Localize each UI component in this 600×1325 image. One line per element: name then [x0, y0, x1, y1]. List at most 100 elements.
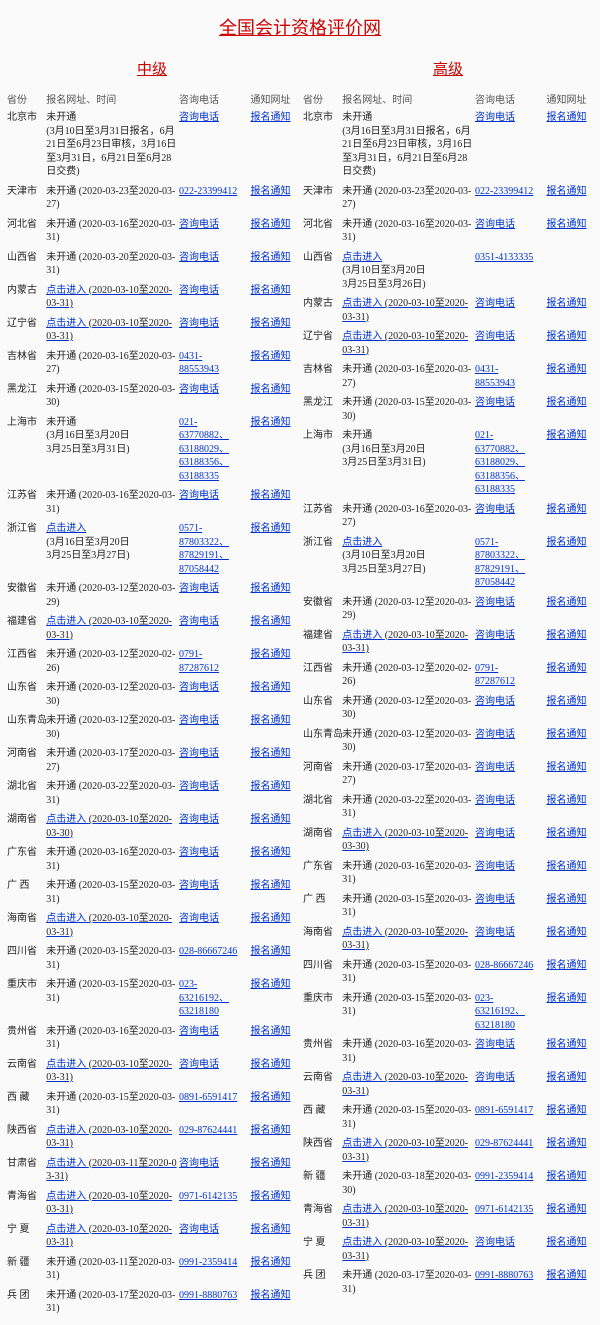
signup-link[interactable]: 点击进入: [342, 1237, 382, 1248]
signup-link[interactable]: 点击进入 (2020-03-11至2020-03-31): [46, 1158, 176, 1183]
notice-link[interactable]: 报名通知: [251, 880, 291, 891]
notice-link[interactable]: 报名通知: [547, 1171, 587, 1182]
notice-link[interactable]: 报名通知: [251, 781, 291, 792]
signup-link[interactable]: 点击进入 (2020-03-10至2020-03-30): [342, 828, 468, 853]
phone-link[interactable]: 咨询电话: [475, 762, 515, 773]
phone-link[interactable]: 0891-6591417: [179, 1092, 237, 1103]
signup-link[interactable]: 点击进入 (2020-03-10至2020-03-31): [342, 298, 468, 323]
phone-link[interactable]: 咨询电话: [179, 1224, 219, 1235]
notice-link[interactable]: 报名通知: [251, 979, 291, 990]
phone-link[interactable]: 咨询电话: [179, 682, 219, 693]
phone-link[interactable]: 咨询电话: [179, 1059, 219, 1070]
signup-link[interactable]: 点击进入 (2020-03-10至2020-03-31): [342, 1138, 468, 1163]
signup-link[interactable]: 点击进入 (2020-03-10至2020-03-31): [46, 285, 172, 310]
notice-link[interactable]: 报名通知: [547, 186, 587, 197]
signup-link[interactable]: 点击进入 (2020-03-10至2020-03-31): [342, 927, 468, 952]
notice-link[interactable]: 报名通知: [547, 762, 587, 773]
phone-link[interactable]: 咨询电话: [475, 861, 515, 872]
notice-link[interactable]: 报名通知: [547, 993, 587, 1004]
notice-link[interactable]: 报名通知: [251, 490, 291, 501]
section-title[interactable]: 中级: [6, 58, 298, 79]
signup-link[interactable]: 点击进入 (2020-03-10至2020-03-31): [342, 630, 468, 655]
notice-link[interactable]: 报名通知: [251, 583, 291, 594]
phone-link[interactable]: 咨询电话: [475, 597, 515, 608]
signup-link[interactable]: 点击进入: [342, 927, 382, 938]
signup-link[interactable]: 点击进入: [342, 1072, 382, 1083]
phone-link[interactable]: 咨询电话: [475, 1039, 515, 1050]
notice-link[interactable]: 报名通知: [251, 847, 291, 858]
signup-link[interactable]: 点击进入: [46, 1158, 86, 1169]
notice-link[interactable]: 报名通知: [251, 814, 291, 825]
phone-link[interactable]: 咨询电话: [179, 285, 219, 296]
notice-link[interactable]: 报名通知: [251, 1125, 291, 1136]
signup-link[interactable]: 点击进入 (2020-03-10至2020-03-30): [46, 814, 172, 839]
notice-link[interactable]: 报名通知: [547, 663, 587, 674]
phone-link[interactable]: 咨询电话: [475, 112, 515, 123]
notice-link[interactable]: 报名通知: [251, 913, 291, 924]
notice-link[interactable]: 报名通知: [251, 1290, 291, 1301]
phone-link[interactable]: 咨询电话: [179, 583, 219, 594]
signup-link[interactable]: 点击进入: [46, 913, 86, 924]
phone-link[interactable]: 028-86667246: [475, 960, 533, 971]
notice-link[interactable]: 报名通知: [251, 1191, 291, 1202]
signup-link[interactable]: 点击进入: [46, 1191, 86, 1202]
notice-link[interactable]: 报名通知: [251, 285, 291, 296]
phone-link[interactable]: 0991-2359414: [179, 1257, 237, 1268]
notice-link[interactable]: 报名通知: [251, 318, 291, 329]
notice-link[interactable]: 报名通知: [251, 523, 291, 534]
notice-link[interactable]: 报名通知: [251, 1059, 291, 1070]
phone-link[interactable]: 咨询电话: [179, 219, 219, 230]
phone-link[interactable]: 咨询电话: [179, 715, 219, 726]
phone-link[interactable]: 咨询电话: [475, 1237, 515, 1248]
notice-link[interactable]: 报名通知: [251, 616, 291, 627]
notice-link[interactable]: 报名通知: [547, 331, 587, 342]
notice-link[interactable]: 报名通知: [547, 112, 587, 123]
signup-link[interactable]: 点击进入: [342, 252, 382, 263]
phone-link[interactable]: 0991-8880763: [179, 1290, 237, 1301]
phone-link[interactable]: 0571-87803322、87829191、87058442: [475, 537, 525, 589]
phone-link[interactable]: 0431-88553943: [179, 351, 219, 376]
signup-link[interactable]: 点击进入 (2020-03-10至2020-03-31): [342, 1237, 468, 1262]
signup-link[interactable]: 点击进入: [342, 1138, 382, 1149]
phone-link[interactable]: 023-63216192、63218180: [475, 993, 525, 1031]
signup-link[interactable]: 点击进入 (2020-03-10至2020-03-31): [342, 331, 468, 356]
signup-link[interactable]: 点击进入 (2020-03-10至2020-03-31): [46, 1125, 172, 1150]
phone-link[interactable]: 咨询电话: [179, 748, 219, 759]
notice-link[interactable]: 报名通知: [547, 927, 587, 938]
signup-link[interactable]: 点击进入 (2020-03-10至2020-03-31): [46, 1191, 172, 1216]
notice-link[interactable]: 报名通知: [547, 504, 587, 515]
signup-link[interactable]: 点击进入: [342, 298, 382, 309]
notice-link[interactable]: 报名通知: [251, 1092, 291, 1103]
notice-link[interactable]: 报名通知: [547, 1105, 587, 1116]
notice-link[interactable]: 报名通知: [547, 364, 587, 375]
phone-link[interactable]: 咨询电话: [179, 847, 219, 858]
notice-link[interactable]: 报名通知: [547, 729, 587, 740]
phone-link[interactable]: 咨询电话: [475, 397, 515, 408]
signup-link[interactable]: 点击进入: [46, 523, 86, 534]
phone-link[interactable]: 咨询电话: [179, 1026, 219, 1037]
notice-link[interactable]: 报名通知: [547, 1270, 587, 1281]
signup-link[interactable]: 点击进入: [46, 1125, 86, 1136]
notice-link[interactable]: 报名通知: [547, 298, 587, 309]
notice-link[interactable]: 报名通知: [547, 219, 587, 230]
signup-link[interactable]: 点击进入 (2020-03-10至2020-03-31): [46, 1059, 172, 1084]
notice-link[interactable]: 报名通知: [251, 1158, 291, 1169]
notice-link[interactable]: 报名通知: [547, 1072, 587, 1083]
notice-link[interactable]: 报名通知: [251, 649, 291, 660]
notice-link[interactable]: 报名通知: [547, 1138, 587, 1149]
page-title[interactable]: 全国会计资格评价网: [6, 14, 594, 40]
signup-link[interactable]: 点击进入: [46, 616, 86, 627]
phone-link[interactable]: 022-23399412: [475, 186, 533, 197]
phone-link[interactable]: 咨询电话: [475, 1072, 515, 1083]
signup-link[interactable]: 点击进入: [46, 318, 86, 329]
notice-link[interactable]: 报名通知: [251, 186, 291, 197]
notice-link[interactable]: 报名通知: [547, 696, 587, 707]
notice-link[interactable]: 报名通知: [547, 630, 587, 641]
notice-link[interactable]: 报名通知: [547, 894, 587, 905]
phone-link[interactable]: 022-23399412: [179, 186, 237, 197]
phone-link[interactable]: 咨询电话: [475, 927, 515, 938]
notice-link[interactable]: 报名通知: [251, 682, 291, 693]
phone-link[interactable]: 咨询电话: [179, 913, 219, 924]
phone-link[interactable]: 咨询电话: [475, 504, 515, 515]
notice-link[interactable]: 报名通知: [547, 861, 587, 872]
